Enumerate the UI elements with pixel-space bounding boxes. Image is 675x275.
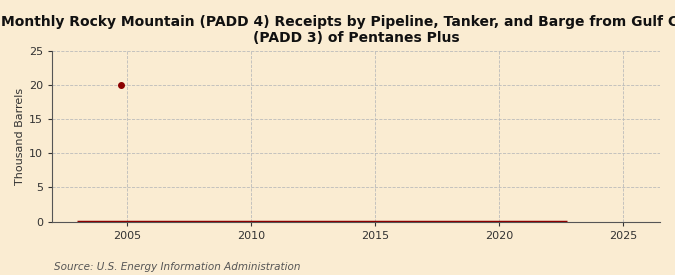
Y-axis label: Thousand Barrels: Thousand Barrels bbox=[15, 87, 25, 185]
Text: Source: U.S. Energy Information Administration: Source: U.S. Energy Information Administ… bbox=[54, 262, 300, 272]
Title: Monthly Rocky Mountain (PADD 4) Receipts by Pipeline, Tanker, and Barge from Gul: Monthly Rocky Mountain (PADD 4) Receipts… bbox=[1, 15, 675, 45]
